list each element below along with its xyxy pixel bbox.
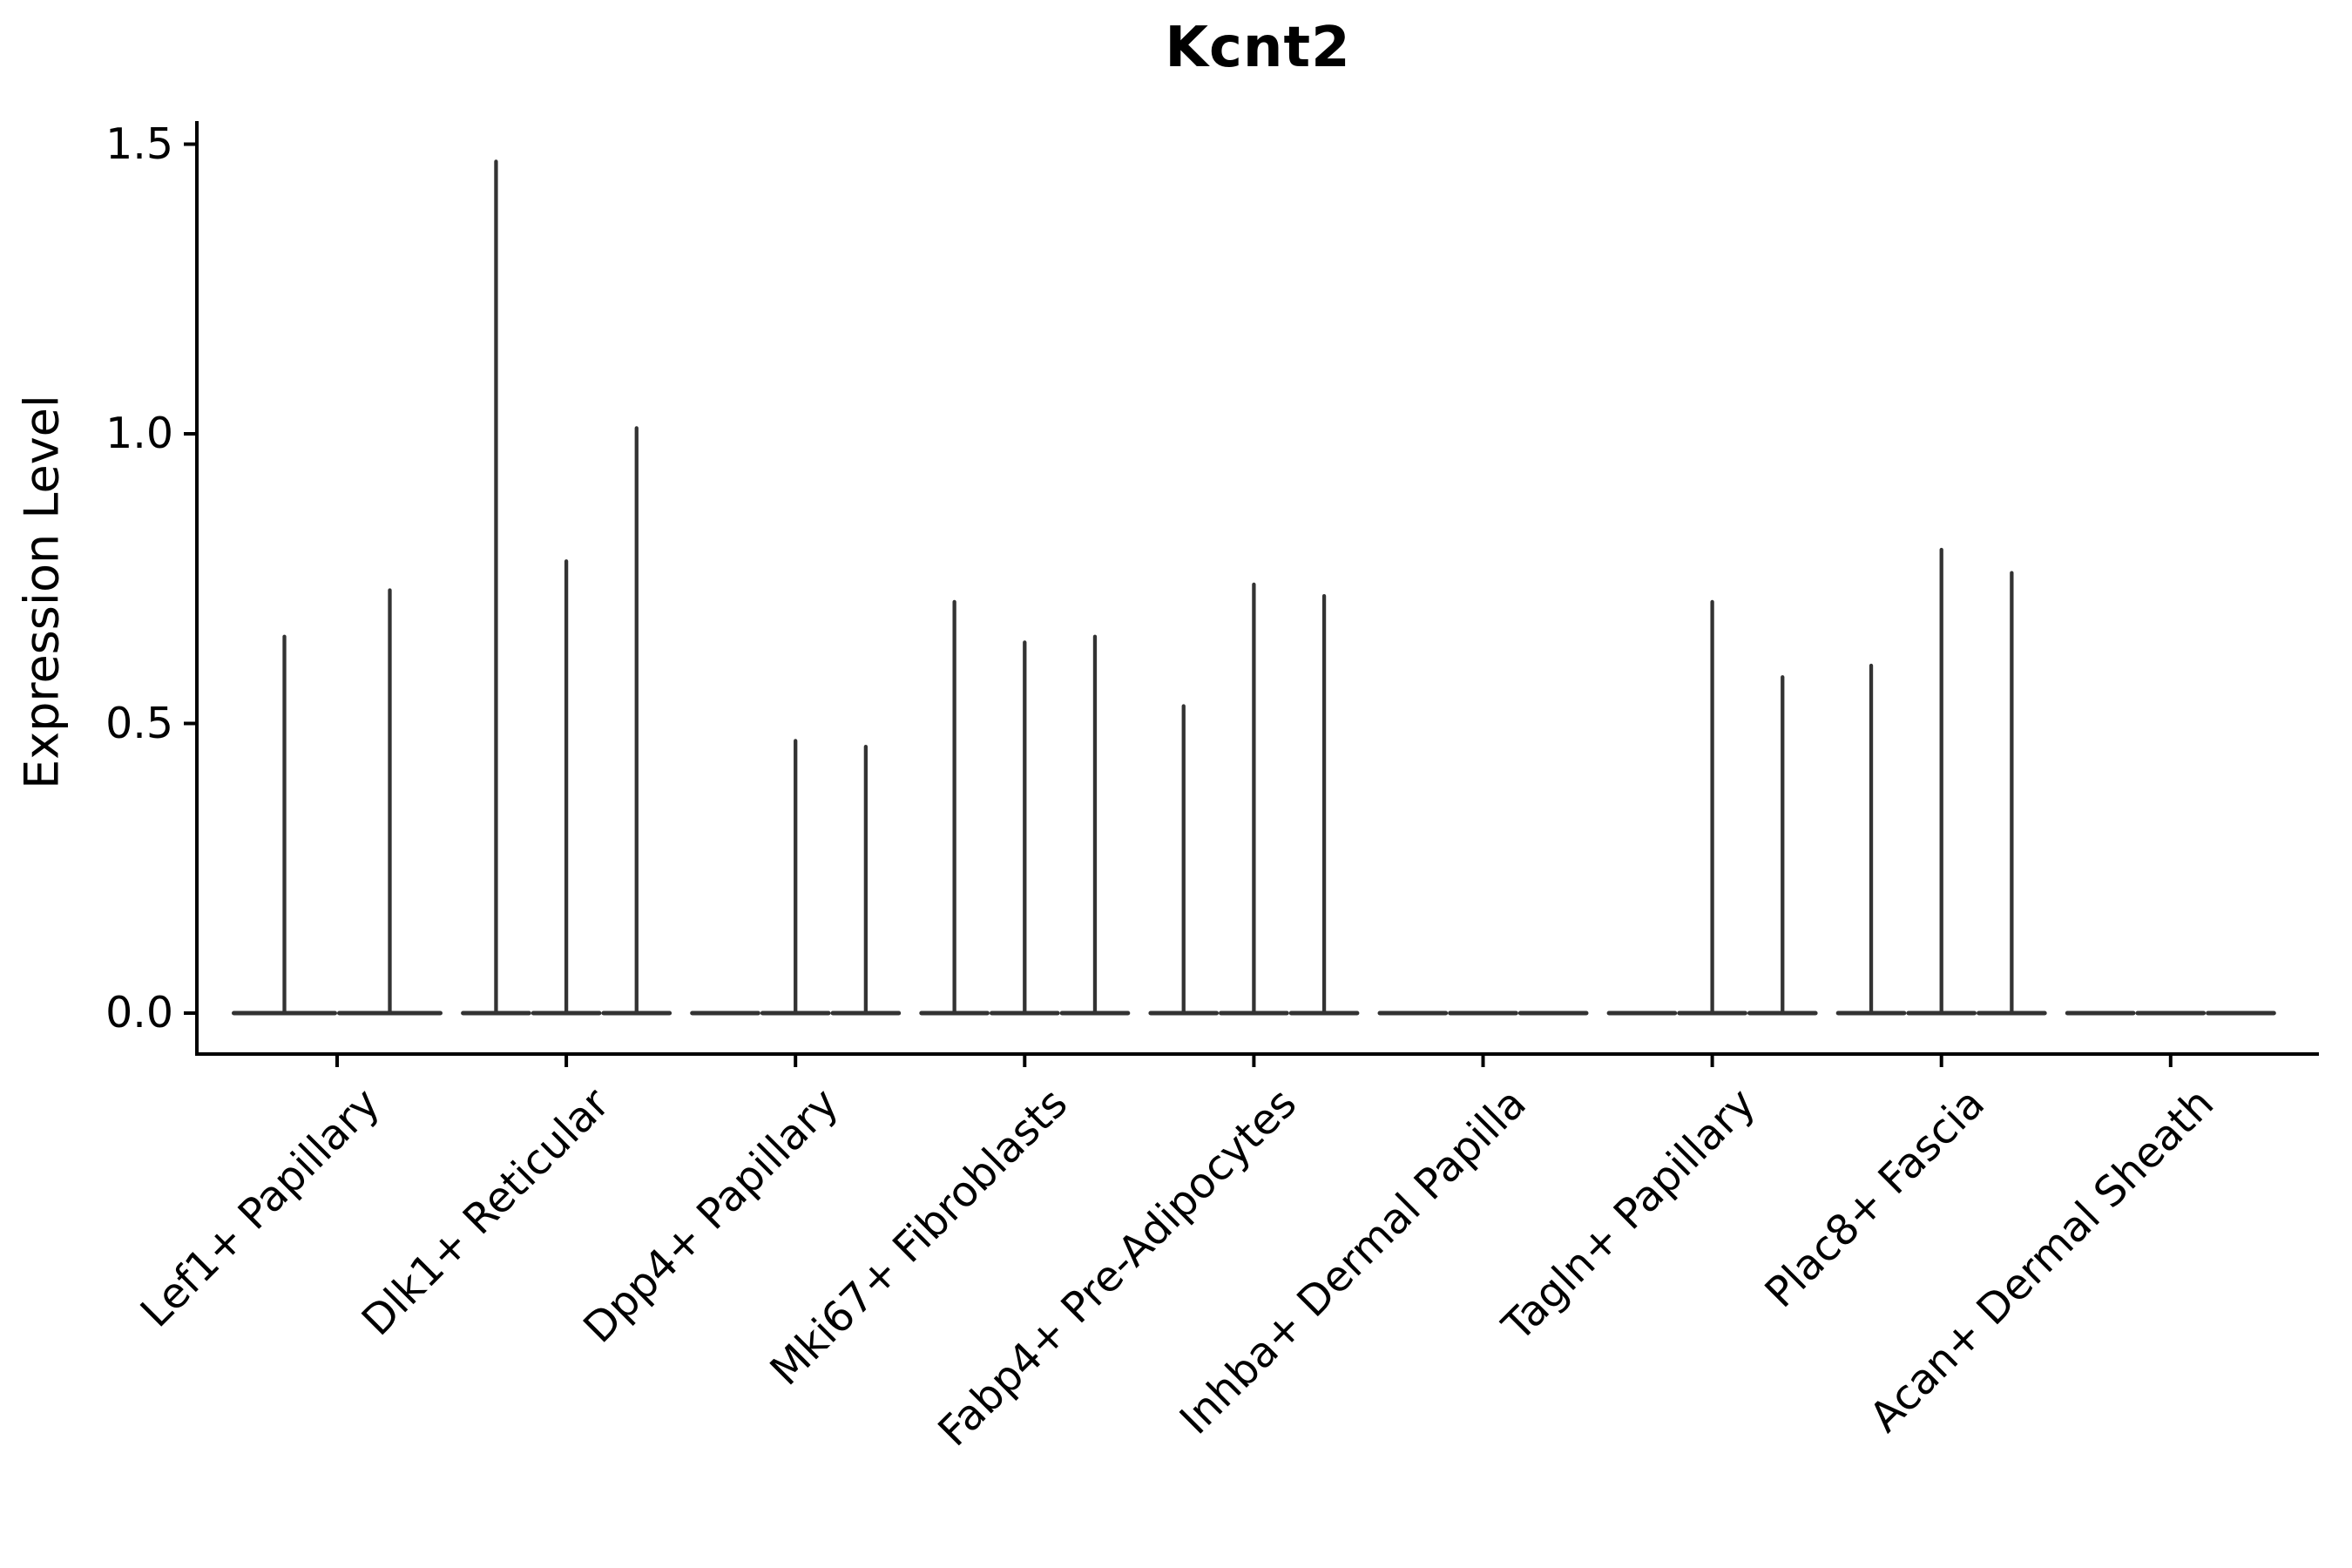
y-tick-label: 1.5 <box>105 118 173 169</box>
plot-title: Kcnt2 <box>1165 16 1351 80</box>
y-tick-label: 0.0 <box>105 988 173 1037</box>
y-tick-label: 1.0 <box>105 409 173 458</box>
y-tick-label: 0.5 <box>105 698 173 748</box>
